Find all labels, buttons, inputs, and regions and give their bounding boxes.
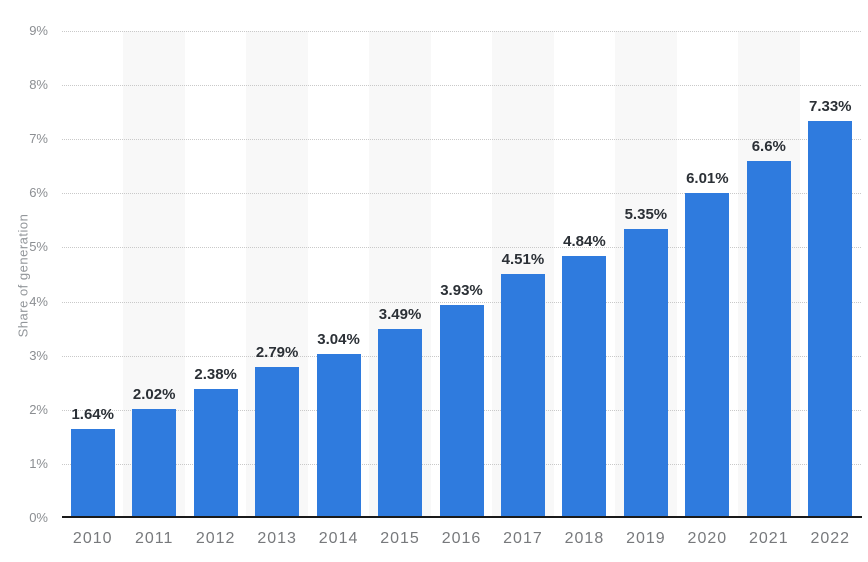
x-tick-2021: 2021 (749, 530, 789, 547)
data-label-2013: 2.79% (255, 344, 299, 362)
x-tick-2015: 2015 (380, 530, 420, 547)
y-tick-2pct: 2% (29, 401, 48, 417)
bar-2022[interactable] (808, 121, 853, 518)
data-label-2012: 2.38% (194, 366, 237, 384)
bar-2012[interactable] (193, 389, 238, 518)
y-tick-1pct: 1% (29, 455, 48, 471)
y-tick-6pct: 6% (29, 185, 48, 201)
data-label-2016: 3.93% (440, 282, 483, 300)
x-tick-2016: 2016 (441, 530, 482, 547)
y-axis-title: Share of generation (15, 213, 31, 338)
bar-2017[interactable] (500, 273, 545, 518)
bar-2010[interactable] (70, 429, 115, 518)
data-label-2017: 4.51% (501, 250, 545, 268)
data-label-2020: 6.01% (686, 169, 729, 187)
data-label-2010: 1.64% (71, 406, 114, 424)
y-tick-8pct: 8% (29, 77, 48, 93)
y-tick-7pct: 7% (29, 131, 48, 147)
gridline-7pct (62, 139, 861, 141)
bar-2020[interactable] (685, 192, 730, 518)
bar-2015[interactable] (378, 329, 423, 518)
data-label-2018: 4.84% (563, 233, 606, 251)
x-tick-2020: 2020 (687, 530, 728, 547)
bar-2014[interactable] (316, 353, 361, 518)
x-tick-2013: 2013 (257, 530, 297, 547)
x-tick-2010: 2010 (72, 530, 113, 547)
x-tick-2011: 2011 (134, 530, 174, 547)
x-tick-2017: 2017 (503, 530, 543, 547)
y-tick-5pct: 5% (29, 239, 48, 255)
x-tick-2018: 2018 (564, 530, 605, 547)
bar-2021[interactable] (746, 160, 791, 518)
y-tick-3pct: 3% (29, 347, 48, 363)
x-tick-2012: 2012 (195, 530, 236, 547)
gridline-6pct (62, 193, 861, 195)
bar-2011[interactable] (132, 408, 177, 518)
x-tick-2019: 2019 (626, 530, 666, 547)
x-axis-line (62, 516, 862, 518)
x-tick-2014: 2014 (318, 530, 359, 547)
data-label-2015: 3.49% (378, 306, 422, 324)
data-label-2021: 6.6% (751, 137, 786, 155)
gridline-8pct (62, 85, 861, 87)
gridline-5pct (62, 247, 861, 249)
data-label-2011: 2.02% (132, 385, 176, 403)
data-label-2022: 7.33% (808, 98, 852, 116)
bar-2013[interactable] (255, 367, 300, 518)
y-tick-9pct: 9% (29, 23, 48, 38)
gridline-9pct (62, 31, 861, 32)
data-label-2019: 5.35% (624, 205, 668, 223)
gridline-4pct (62, 301, 861, 303)
data-label-2014: 3.04% (317, 330, 360, 348)
y-tick-4pct: 4% (29, 293, 48, 309)
bar-2016[interactable] (439, 305, 484, 518)
bar-2019[interactable] (623, 228, 668, 518)
x-tick-2022: 2022 (810, 530, 851, 547)
y-tick-0pct: 0% (29, 510, 48, 525)
plot-area: 1.64% 2.02% 2.38% 2.79% 3.04% 3.49% 3.93% 4.51%… (62, 31, 861, 518)
bar-2018[interactable] (562, 256, 607, 518)
